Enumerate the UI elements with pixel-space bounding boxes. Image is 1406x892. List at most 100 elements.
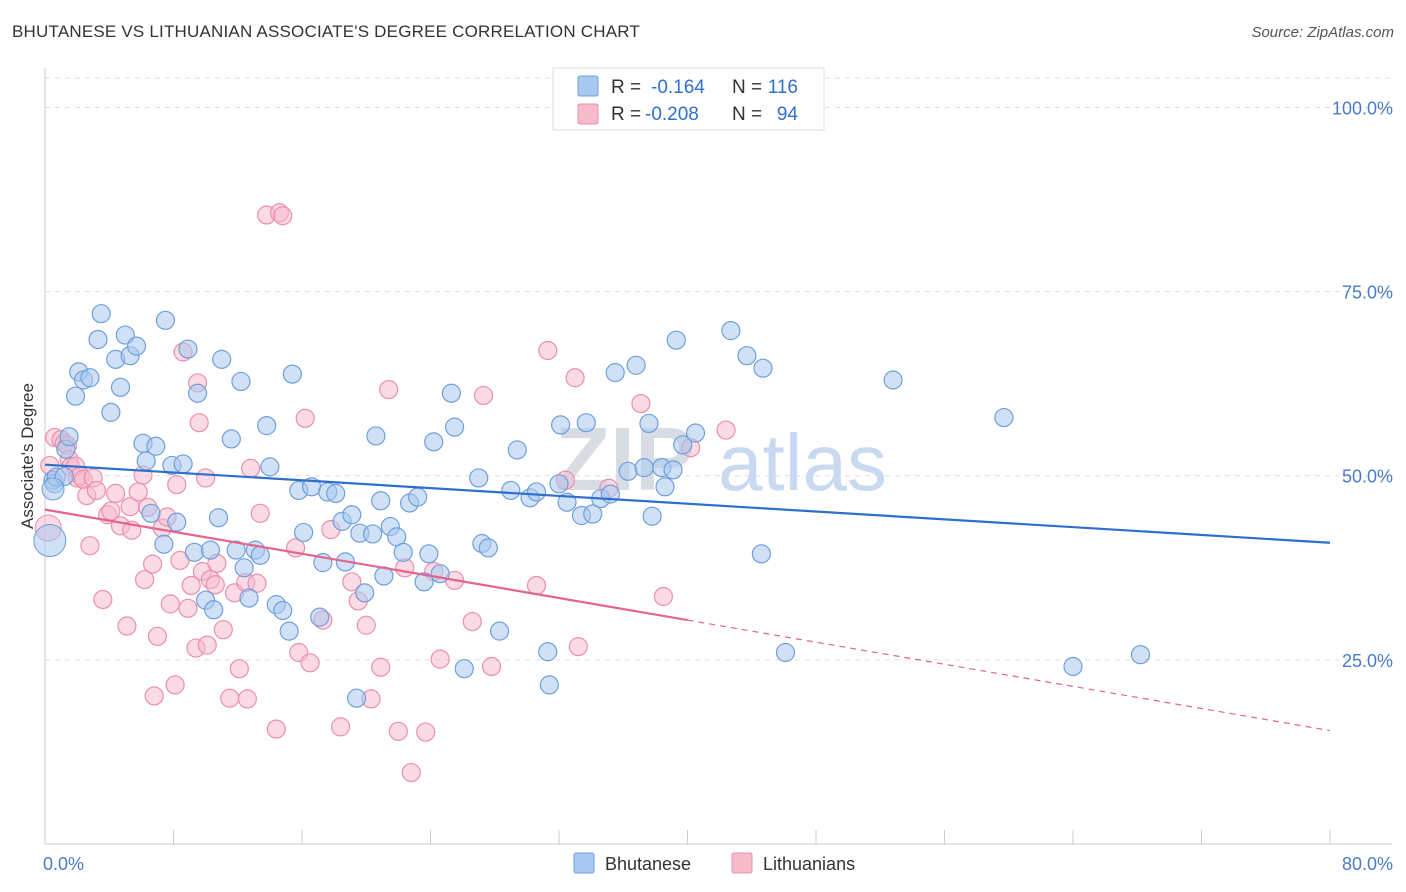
bhutanese-point [469,468,489,488]
bhutanese-point [576,413,596,433]
regression-lines [44,463,1331,732]
bottom-legend-lithuanians: Lithuanians [763,854,855,874]
bhutanese-point [501,480,521,501]
bhutanese-trend-line [44,463,1331,544]
lithuanians-point [330,717,351,737]
lithuanians-point [247,573,267,593]
lithuanians-point [565,368,585,388]
lithuanians-point [241,458,261,478]
watermark-atlas: atlas [718,418,887,507]
y-tick-label: 25.0% [1342,651,1393,671]
y-axis-label: Associate's Degree [18,383,37,529]
lithuanians-point [716,420,736,440]
bottom-legend-swatch-lithuanians [731,852,753,874]
lithuanians-point [160,594,180,614]
bhutanese-point [279,621,299,641]
lithuanians-point [170,550,190,571]
legend-r-value: -0.164 [651,77,705,98]
bhutanese-point [454,659,474,679]
bhutanese-point [363,524,383,544]
bhutanese-point [184,542,204,562]
bhutanese-point [187,383,208,403]
lithuanians-point [631,393,651,414]
lithuanians-point [86,480,107,501]
y-tick-label: 100.0% [1332,98,1393,118]
bhutanese-point [478,538,498,558]
legend-swatch-bhutanese [577,75,599,97]
bhutanese-point [666,330,686,350]
x-tick-labels: 0.0% 80.0% [43,854,1393,874]
bhutanese-point [294,522,314,543]
bhutanese-point [173,454,193,474]
bhutanese-point [626,355,646,375]
lithuanians-point [197,635,217,655]
bhutanese-point [775,642,796,663]
lithuanians-point [178,598,198,618]
bottom-legend-swatch-bhutanese [573,852,595,874]
bhutanese-point [538,642,558,662]
bhutanese-point [208,508,229,528]
bhutanese-point [126,336,147,356]
bhutanese-point [204,600,224,620]
bhutanese-point [994,407,1014,428]
lithuanians-point [568,637,588,657]
lithuanians-point [250,503,270,523]
y-tick-label: 75.0% [1342,283,1393,303]
legend-r-label: R = [611,77,641,98]
lithuanians-point [388,721,408,741]
bhutanese-point [234,558,254,578]
lithuanians-point [117,616,137,636]
legend-n-value: 116 [768,77,798,98]
bhutanese-point [489,621,510,641]
lithuanians-point [80,536,100,556]
bhutanese-point [65,386,86,406]
bhutanese-point [424,432,444,452]
bhutanese-point [88,329,108,350]
lithuanians-point [205,575,225,595]
bhutanese-point [260,457,280,477]
lithuanians-point [266,719,286,739]
lithuanians-point [189,413,209,433]
bhutanese-point [642,506,662,526]
bhutanese-point [1130,645,1151,665]
bhutanese-point [583,504,603,524]
chart-source: Source: ZipAtlas.com [1251,24,1394,41]
bhutanese-point [355,583,375,603]
bhutanese-point [250,545,270,565]
x-tick-label: 0.0% [43,854,84,874]
bhutanese-point [110,377,131,397]
bhutanese-point [33,524,67,558]
bhutanese-point [753,358,773,378]
bhutanese-point [639,413,659,434]
bhutanese-point [685,423,706,443]
lithuanians-point [430,649,450,669]
lithuanians-point [401,762,421,783]
bhutanese-point [342,505,362,525]
lithuanians-point [273,206,293,226]
lithuanians-point [128,482,148,502]
bhutanese-point [618,461,638,481]
lithuanians-point [229,659,249,679]
bhutanese-point [1063,656,1083,677]
bhutanese-point [526,482,547,502]
bhutanese-point [226,540,246,560]
lithuanians-point [147,626,168,646]
lithuanians-point [106,483,126,504]
lithuanians-point [295,408,315,428]
bhutanese-point [167,512,187,532]
legend-swatch-lithuanians [577,103,599,125]
bhutanese-point [141,503,161,523]
bhutanese-point [721,321,741,341]
bhutanese-point [366,426,386,446]
chart-title: BHUTANESE VS LITHUANIAN ASSOCIATE'S DEGR… [12,22,640,41]
lithuanians-point [356,615,376,635]
lithuanians-point [167,474,187,495]
lithuanians-point [165,675,185,695]
lithuanians-point [653,586,674,607]
legend-r-value: -0.208 [645,104,699,125]
bhutanese-point [883,370,903,390]
lithuanians-point [300,653,320,673]
lithuanians-point [213,620,233,640]
lithuanians-point [134,569,155,590]
